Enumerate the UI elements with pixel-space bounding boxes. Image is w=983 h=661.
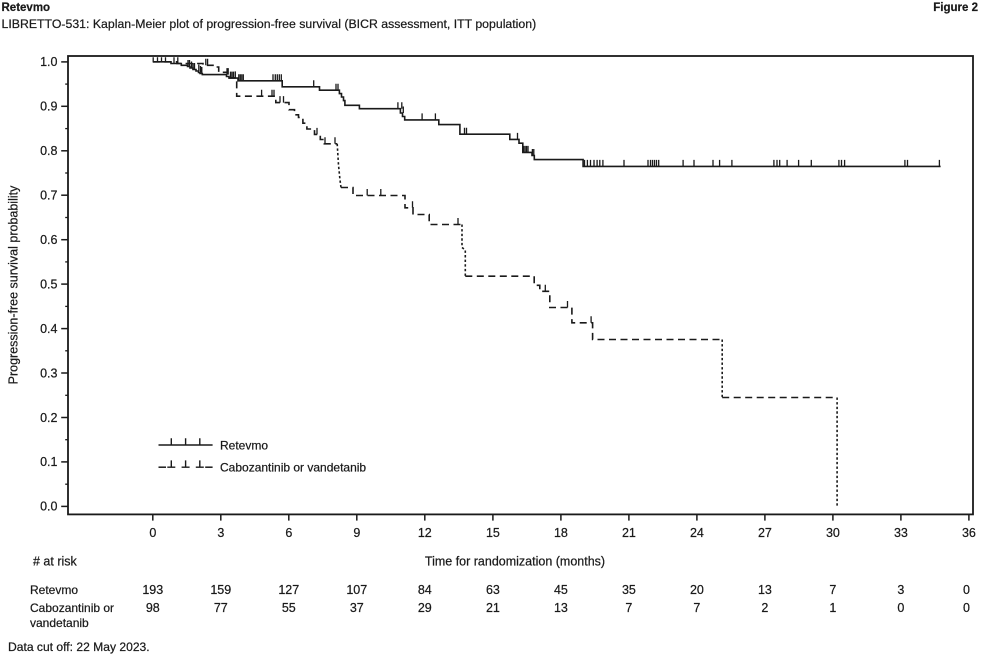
svg-text:0: 0	[897, 601, 904, 615]
svg-text:7: 7	[693, 601, 700, 615]
svg-text:1: 1	[829, 601, 836, 615]
svg-text:33: 33	[894, 526, 908, 540]
svg-text:Cabozantinib or vandetanib: Cabozantinib or vandetanib	[220, 461, 366, 475]
svg-text:0.7: 0.7	[40, 189, 57, 203]
svg-text:84: 84	[418, 583, 432, 597]
svg-text:27: 27	[758, 526, 772, 540]
svg-text:63: 63	[486, 583, 500, 597]
svg-text:1.0: 1.0	[40, 55, 57, 69]
svg-text:LIBRETTO-531: Kaplan-Meier plo: LIBRETTO-531: Kaplan-Meier plot of progr…	[2, 17, 537, 31]
svg-text:7: 7	[829, 583, 836, 597]
svg-text:30: 30	[826, 526, 840, 540]
svg-text:0: 0	[963, 583, 970, 597]
svg-text:21: 21	[486, 601, 500, 615]
svg-text:0.0: 0.0	[40, 500, 57, 514]
svg-text:159: 159	[210, 583, 231, 597]
svg-text:45: 45	[554, 583, 568, 597]
svg-text:193: 193	[142, 583, 163, 597]
svg-text:Retevmo: Retevmo	[220, 439, 268, 453]
svg-text:35: 35	[622, 583, 636, 597]
svg-text:24: 24	[690, 526, 704, 540]
svg-text:13: 13	[758, 583, 772, 597]
svg-text:Cabozantinib or: Cabozantinib or	[30, 601, 114, 615]
svg-text:37: 37	[350, 601, 364, 615]
svg-text:127: 127	[278, 583, 299, 597]
svg-text:Retevmo: Retevmo	[30, 583, 78, 597]
svg-text:13: 13	[554, 601, 568, 615]
svg-text:107: 107	[346, 583, 367, 597]
svg-text:36: 36	[962, 526, 976, 540]
svg-text:55: 55	[282, 601, 296, 615]
svg-text:0.9: 0.9	[40, 100, 57, 114]
svg-text:29: 29	[418, 601, 432, 615]
svg-text:Data cut off: 22 May 2023.: Data cut off: 22 May 2023.	[8, 640, 150, 654]
svg-text:21: 21	[622, 526, 636, 540]
svg-text:77: 77	[214, 601, 228, 615]
svg-text:2: 2	[761, 601, 768, 615]
svg-text:Progression-free survival prob: Progression-free survival probability	[7, 185, 21, 384]
svg-text:0.4: 0.4	[40, 322, 57, 336]
svg-text:0.5: 0.5	[40, 277, 57, 291]
svg-text:0: 0	[149, 526, 156, 540]
svg-text:6: 6	[285, 526, 292, 540]
svg-text:0.2: 0.2	[40, 411, 57, 425]
svg-text:vandetanib: vandetanib	[30, 616, 89, 630]
svg-text:Figure 2: Figure 2	[933, 2, 978, 14]
svg-text:0.3: 0.3	[40, 366, 57, 380]
svg-text:0: 0	[963, 601, 970, 615]
svg-text:0.8: 0.8	[40, 144, 57, 158]
svg-text:Retevmo: Retevmo	[2, 2, 51, 14]
svg-text:20: 20	[690, 583, 704, 597]
svg-text:# at risk: # at risk	[33, 555, 78, 569]
svg-text:3: 3	[217, 526, 224, 540]
svg-text:9: 9	[353, 526, 360, 540]
svg-text:12: 12	[418, 526, 432, 540]
svg-text:0.1: 0.1	[40, 455, 57, 469]
svg-text:18: 18	[554, 526, 568, 540]
svg-text:0.6: 0.6	[40, 233, 57, 247]
svg-text:15: 15	[486, 526, 500, 540]
svg-text:7: 7	[625, 601, 632, 615]
svg-text:3: 3	[897, 583, 904, 597]
svg-text:Time for randomization (months: Time for randomization (months)	[425, 555, 605, 569]
svg-text:98: 98	[146, 601, 160, 615]
